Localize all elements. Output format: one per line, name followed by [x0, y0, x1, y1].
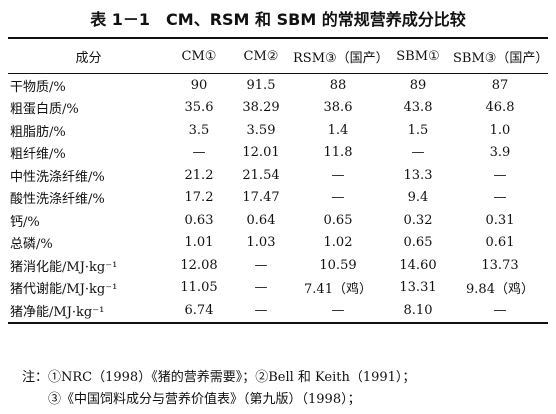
- cell: 13.31: [399, 280, 437, 296]
- cell: —: [254, 302, 268, 318]
- note: ③《中国饲料成分与营养价值表》（第九版）（1998）；: [48, 392, 361, 407]
- table-title: 表 1－1 CM、RSM 和 SBM 的常规营养成分比较: [90, 10, 466, 29]
- header-cell: 成分: [75, 50, 102, 66]
- cell: 0.31: [485, 212, 515, 228]
- cell: 17.47: [242, 190, 280, 206]
- row-label: 猪代谢能/MJ·kg⁻¹: [10, 282, 118, 298]
- cell: 91.5: [246, 77, 276, 93]
- header-cell: CM②: [243, 48, 279, 64]
- cell: 87: [491, 77, 509, 93]
- table-row: 猪净能/MJ·kg⁻¹ 6.74 — — 8.10 —: [8, 299, 548, 323]
- cell: 35.6: [184, 100, 214, 116]
- cell: 11.05: [180, 280, 218, 296]
- cell: 1.0: [489, 122, 511, 138]
- cell: 8.10: [403, 302, 433, 318]
- cell: —: [192, 145, 206, 161]
- cell: —: [254, 280, 268, 296]
- table-row: 酸性洗涤纤维/% 17.2 17.47 — 9.4 —: [8, 187, 548, 210]
- header-cell: CM①: [181, 48, 217, 64]
- cell: 89: [409, 77, 427, 93]
- row-label: 酸性洗涤纤维/%: [10, 192, 105, 208]
- cell: 0.65: [323, 212, 353, 228]
- cell: 10.59: [319, 257, 357, 273]
- header-row: 成分 CM① CM② RSM③（国产） SBM① SBM③（国产）: [8, 38, 548, 74]
- cell: 88: [329, 77, 347, 93]
- row-label: 总磷/%: [10, 237, 53, 253]
- cell: 1.03: [246, 235, 276, 251]
- cell: 0.65: [403, 235, 433, 251]
- cell: —: [493, 167, 507, 183]
- nutrient-table: 成分 CM① CM② RSM③（国产） SBM① SBM③（国产） 干物质/% 90 91.5…: [8, 37, 548, 324]
- cell: 3.5: [188, 122, 210, 138]
- table-row: 粗纤维/% — 12.01 11.8 — 3.9: [8, 142, 548, 165]
- cell: 0.63: [184, 212, 214, 228]
- cell: 17.2: [184, 190, 214, 206]
- cell: 14.60: [399, 257, 437, 273]
- cell: 1.01: [184, 235, 214, 251]
- table-row: 猪消化能/MJ·kg⁻¹ 12.08 — 10.59 14.60 13.73: [8, 254, 548, 277]
- cell: 1.02: [323, 235, 353, 251]
- cell: —: [331, 302, 345, 318]
- cell: 1.4: [327, 122, 349, 138]
- cell: —: [493, 190, 507, 206]
- cell: 11.8: [323, 145, 353, 161]
- table-row: 总磷/% 1.01 1.03 1.02 0.65 0.61: [8, 232, 548, 255]
- cell: —: [254, 257, 268, 273]
- header-cell: SBM①: [396, 48, 440, 64]
- row-label: 钙/%: [10, 214, 40, 230]
- cell: 9.84（鸡）: [466, 282, 534, 298]
- cell: 3.59: [246, 122, 276, 138]
- cell: 12.01: [242, 145, 280, 161]
- cell: 21.2: [184, 167, 214, 183]
- cell: 1.5: [407, 122, 429, 138]
- cell: 38.6: [323, 100, 353, 116]
- cell: —: [411, 145, 425, 161]
- cell: —: [331, 190, 345, 206]
- header-cell: RSM③（国产）: [293, 50, 389, 66]
- cell: —: [331, 167, 345, 183]
- header-cell: SBM③（国产）: [453, 50, 549, 66]
- cell: 9.4: [407, 190, 429, 206]
- table-row: 粗脂肪/% 3.5 3.59 1.4 1.5 1.0: [8, 119, 548, 142]
- cell: 0.32: [403, 212, 433, 228]
- cell: 13.73: [481, 257, 519, 273]
- table-row: 干物质/% 90 91.5 88 89 87: [8, 74, 548, 97]
- row-label: 干物质/%: [10, 79, 66, 95]
- cell: 46.8: [485, 100, 515, 116]
- cell: 7.41（鸡）: [304, 282, 372, 298]
- row-label: 猪净能/MJ·kg⁻¹: [10, 304, 105, 320]
- table-row: 粗蛋白质/% 35.6 38.29 38.6 43.8 46.8: [8, 97, 548, 120]
- table-row: 中性洗涤纤维/% 21.2 21.54 — 13.3 —: [8, 164, 548, 187]
- cell: 0.61: [485, 235, 515, 251]
- cell: 43.8: [403, 100, 433, 116]
- row-label: 粗蛋白质/%: [10, 102, 79, 118]
- note: 注：①NRC（1998）《猪的营养需要》；②Bell 和 Keith（1991）…: [22, 370, 416, 385]
- cell: 21.54: [242, 167, 280, 183]
- row-label: 粗脂肪/%: [10, 124, 66, 140]
- cell: —: [493, 302, 507, 318]
- table-header: 成分 CM① CM② RSM③（国产） SBM① SBM③（国产）: [8, 38, 548, 74]
- cell: 0.64: [246, 212, 276, 228]
- table-body: 干物质/% 90 91.5 88 89 87 粗蛋白质/% 35.6 38.29 38.6 43.8…: [8, 74, 548, 323]
- cell: 3.9: [489, 145, 511, 161]
- cell: 13.3: [403, 167, 433, 183]
- table-row: 钙/% 0.63 0.64 0.65 0.32 0.31: [8, 209, 548, 232]
- cell: 12.08: [180, 257, 218, 273]
- cell: 6.74: [184, 302, 214, 318]
- row-label: 猪消化能/MJ·kg⁻¹: [10, 259, 118, 275]
- row-label: 中性洗涤纤维/%: [10, 169, 105, 185]
- table-row: 猪代谢能/MJ·kg⁻¹ 11.05 — 7.41（鸡） 13.31 9.84（鸡）: [8, 277, 548, 300]
- cell: 38.29: [242, 100, 280, 116]
- cell: 90: [190, 77, 208, 93]
- row-label: 粗纤维/%: [10, 147, 66, 163]
